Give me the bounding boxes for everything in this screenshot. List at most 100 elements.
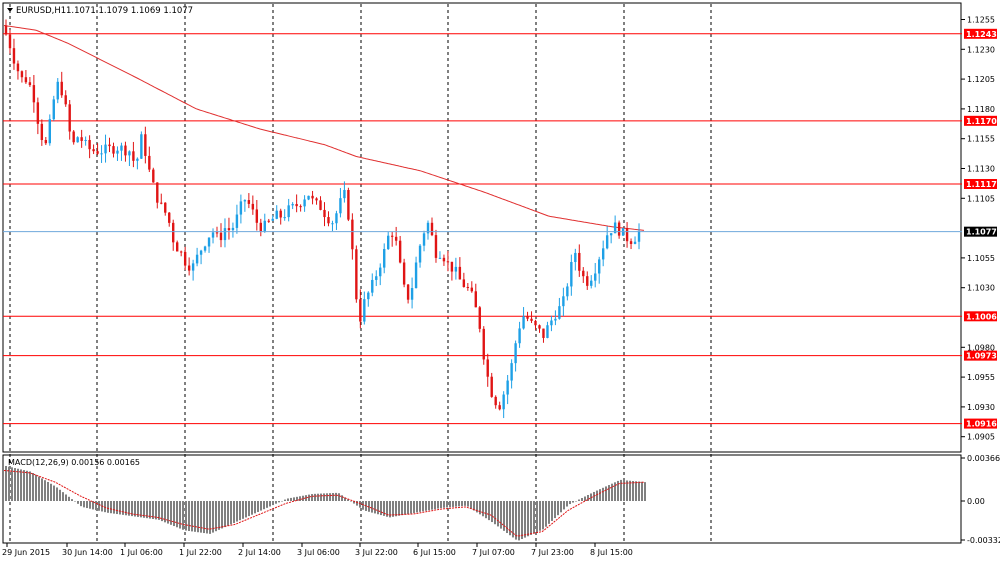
price-tick-label: 1.1130	[967, 164, 995, 173]
macd-bar	[137, 500, 139, 517]
candle-body	[319, 200, 322, 210]
macd-bar	[116, 500, 118, 515]
time-axis: 29 Jun 2015 30 Jun 14:00 1 Jul 06:00 1 Jul …	[2, 543, 633, 557]
macd-bar	[533, 500, 535, 534]
candle-body	[16, 63, 20, 72]
price-tick-label: 1.1030	[967, 284, 995, 293]
candle-body	[80, 137, 83, 141]
macd-tick-label: -0.00332	[967, 536, 1000, 545]
macd-bar	[248, 500, 250, 517]
macd-bar	[404, 500, 406, 515]
macd-bar	[347, 499, 349, 501]
macd-bar	[290, 497, 292, 501]
candle-body	[414, 262, 418, 289]
level-tag	[964, 28, 997, 39]
macd-bar	[395, 500, 397, 517]
macd-bar	[227, 500, 229, 526]
macd-bar	[464, 500, 466, 506]
candle-body	[104, 144, 107, 154]
macd-bar	[338, 493, 340, 501]
macd-bar	[173, 500, 175, 527]
candle-body	[379, 267, 382, 277]
macd-bar	[146, 500, 148, 519]
collapse-triangle-icon[interactable]	[7, 8, 13, 12]
macd-bar	[380, 500, 382, 516]
macd-bar	[506, 500, 508, 534]
macd-bar	[644, 482, 646, 501]
macd-bar	[368, 500, 370, 512]
macd-bar	[437, 500, 439, 509]
macd-axis: 0.00366 0.00 -0.00332	[961, 454, 1000, 545]
macd-bar	[11, 467, 13, 501]
candle-body	[60, 81, 63, 96]
macd-bar	[383, 500, 385, 516]
candle-body	[120, 145, 123, 151]
macd-bar	[308, 494, 310, 501]
candle-body	[458, 266, 462, 280]
candle-body	[279, 210, 282, 218]
moving-average	[3, 25, 645, 231]
candle-body	[263, 220, 266, 232]
time-label: 30 Jun 14:00	[62, 548, 113, 557]
macd-bar	[527, 500, 529, 537]
candle-body	[195, 254, 199, 264]
macd-bar	[194, 500, 196, 532]
macd-bar	[155, 500, 157, 520]
candle-body	[426, 222, 430, 234]
macd-bar	[635, 481, 637, 501]
candle-body	[203, 246, 207, 251]
macd-bar	[284, 499, 286, 501]
macd-bar	[260, 500, 262, 511]
macd-bar	[62, 492, 64, 501]
candle-body	[546, 325, 549, 338]
candle-body	[152, 169, 155, 183]
macd-bar	[446, 500, 448, 508]
macd-bar	[104, 500, 106, 513]
macd-bar	[425, 500, 427, 511]
macd-bar	[125, 500, 127, 516]
macd-bar	[131, 500, 133, 517]
macd-bar	[287, 498, 289, 501]
macd-bar	[176, 500, 178, 528]
macd-bar	[611, 483, 613, 501]
candle-body	[498, 405, 501, 410]
macd-bar	[491, 500, 493, 523]
macd-bar	[29, 471, 31, 501]
macd-bar	[245, 500, 247, 518]
candle-body	[625, 228, 629, 242]
candle-body	[231, 227, 235, 231]
candle-body	[96, 151, 99, 154]
level-tag	[964, 311, 997, 322]
macd-bar	[263, 500, 265, 510]
macd-bar	[428, 500, 430, 511]
macd-bar	[74, 500, 76, 502]
candles	[4, 19, 641, 419]
price-tick-label: 1.0905	[967, 433, 995, 442]
macd-bar	[500, 500, 502, 529]
candle-body	[311, 195, 314, 199]
candle-body	[255, 209, 259, 223]
level-tag	[964, 115, 997, 126]
candle-body	[267, 220, 270, 222]
macd-bar	[623, 480, 625, 501]
time-label: 6 Jul 15:00	[413, 548, 456, 557]
macd-indicator	[3, 465, 646, 541]
current-price-tag	[964, 226, 997, 237]
time-label: 8 Jul 15:00	[590, 548, 633, 557]
candle-body	[76, 137, 79, 143]
candle-body	[100, 153, 103, 155]
macd-bar	[164, 500, 166, 523]
macd-bar	[596, 490, 598, 501]
time-label: 1 Jul 06:00	[120, 548, 163, 557]
macd-bar	[353, 500, 355, 504]
candle-body	[291, 204, 294, 206]
macd-bar	[8, 466, 10, 501]
candle-body	[430, 222, 434, 236]
macd-bar	[407, 500, 409, 515]
candle-body	[406, 284, 410, 300]
price-axis: 1.1255 1.1230 1.1205 1.1180 1.1155 1.1130 1.11…	[961, 15, 995, 442]
macd-bar	[44, 480, 46, 501]
candle-body	[490, 376, 493, 397]
